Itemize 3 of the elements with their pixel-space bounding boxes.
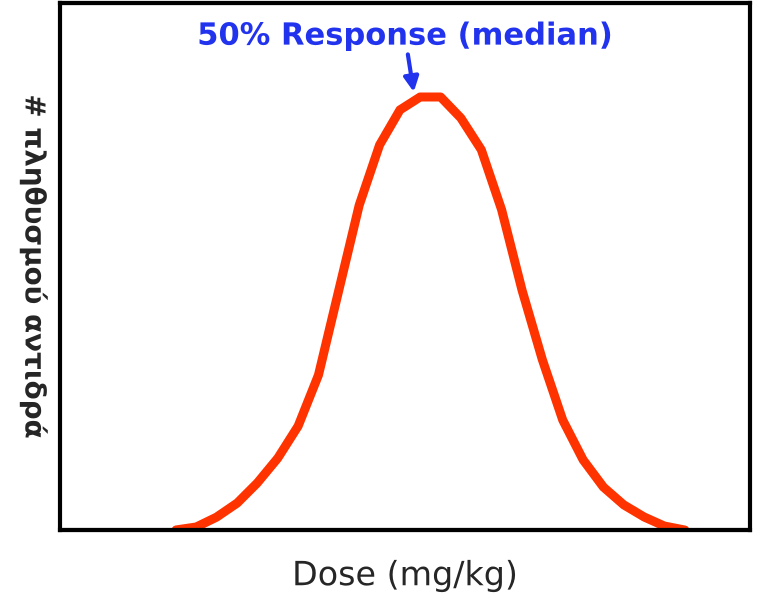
- text: 50% Response (median): [200, 21, 610, 52]
- x-axis-title: Dose (mg/kg): [295, 560, 516, 592]
- y-axis-title: # πληθυσμού αντιδρά: [20, 96, 48, 438]
